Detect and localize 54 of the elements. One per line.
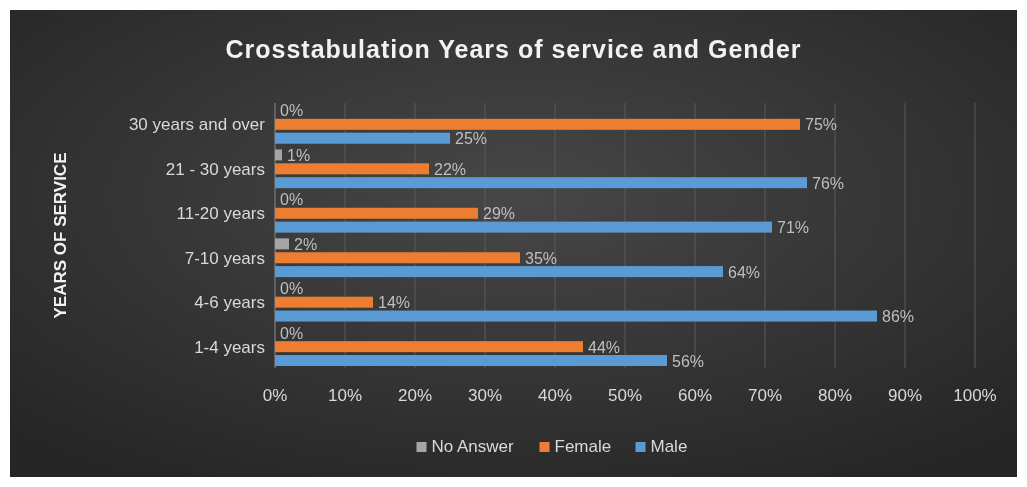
x-tick-label: 50% [607,386,643,405]
bar [275,149,282,161]
y-axis-title: YEARS OF SERVICE [51,152,70,319]
y-tick-label: 30 years and over [128,115,266,135]
x-tick-label: 10% [327,386,363,405]
x-tick-label: 70% [747,386,783,405]
data-label: 25% [455,130,488,148]
x-tick-label: 20% [397,386,433,405]
chart-title: Crosstabulation Years of service and Gender [225,35,802,63]
data-label: 64% [728,263,761,281]
x-tick-label: 90% [887,386,923,405]
y-tick-label: 11-20 years [176,204,265,224]
data-label: 14% [378,294,411,312]
y-tick-label: 7-10 years [184,248,265,268]
bar [275,132,450,144]
x-tick-label: 0% [262,386,288,405]
data-label: 75% [805,116,838,134]
bar [275,221,772,233]
y-tick-label: 1-4 years [194,337,265,357]
data-label: 86% [882,308,915,326]
data-label: 76% [812,174,845,192]
y-tick-label: 21 - 30 years [165,159,265,179]
data-label: 2% [294,235,318,253]
data-label: 1% [287,146,311,164]
bar [275,207,478,219]
data-label: 29% [483,205,516,223]
bar [275,341,583,353]
bar [275,252,520,264]
y-tick-label: 4-6 years [194,293,265,313]
bar [275,296,373,308]
bar [275,177,807,189]
legend-label: Female [554,437,612,456]
bar [275,310,877,322]
data-label: 0% [280,102,304,120]
bar [275,238,289,250]
x-tick-label: 80% [817,386,853,405]
x-tick-label: 100% [953,386,997,405]
data-label: 0% [280,191,304,209]
data-label: 0% [280,324,304,342]
bar [275,163,429,175]
bar [275,355,667,367]
data-label: 71% [777,219,810,237]
x-tick-label: 60% [677,386,713,405]
data-label: 22% [434,160,467,178]
data-label: 56% [672,352,705,370]
data-label: 44% [588,338,621,356]
data-label: 0% [280,280,304,298]
bar [275,118,800,130]
legend-label: No Answer [431,437,515,456]
x-tick-label: 40% [537,386,573,405]
data-label: 35% [525,249,558,267]
bar [275,266,723,278]
legend-label: Male [650,437,688,456]
x-tick-label: 30% [467,386,503,405]
